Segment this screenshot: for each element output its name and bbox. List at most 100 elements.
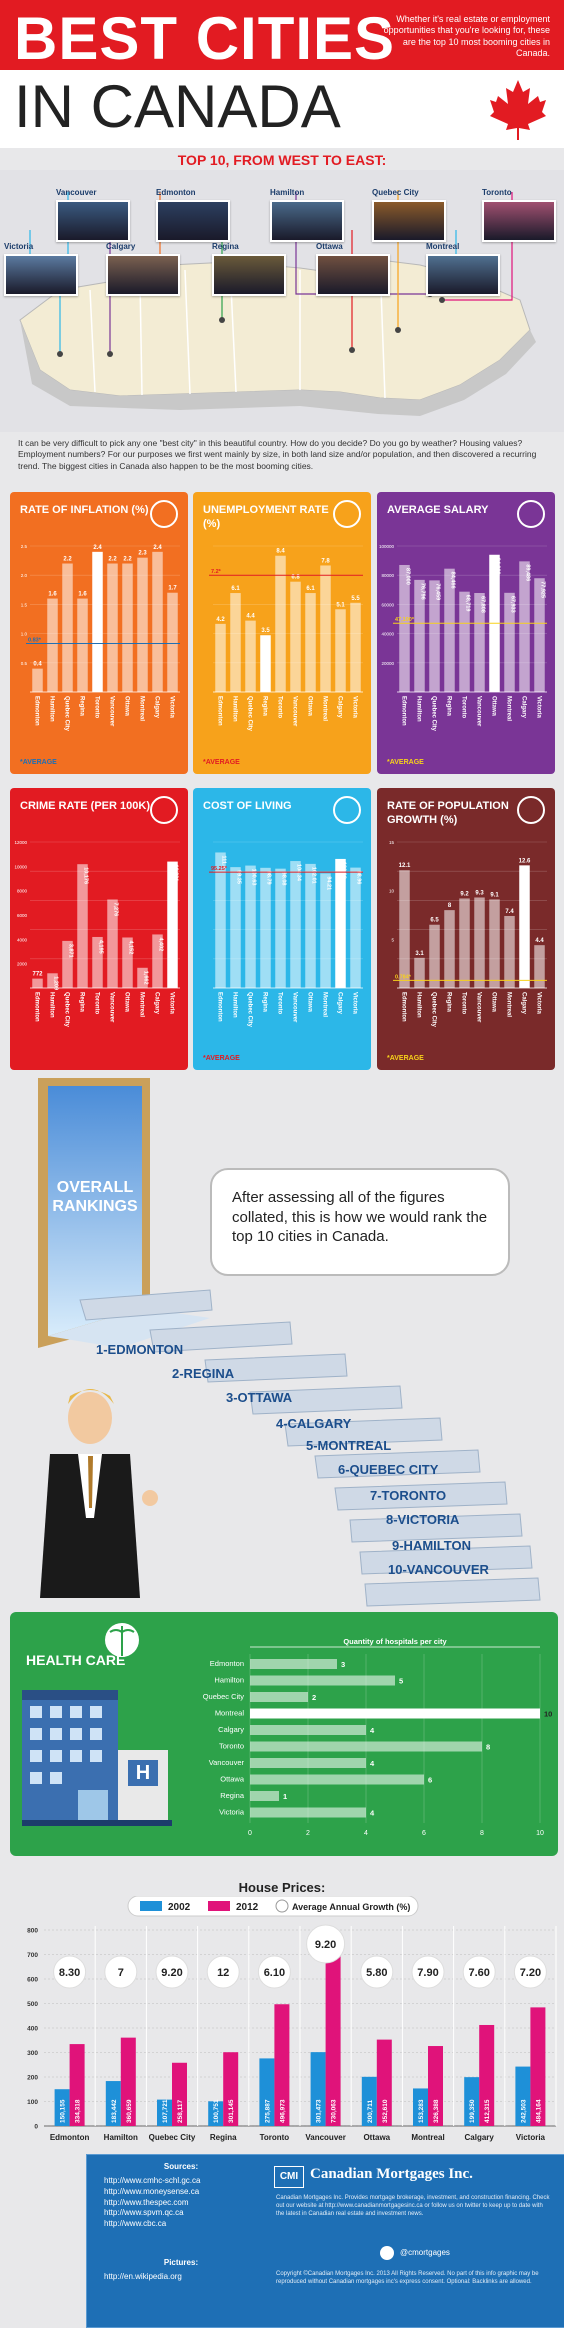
bar-value-label: 242,503 [520,2099,527,2123]
bar-value-label: 4 [370,1726,375,1735]
bar [215,623,226,692]
growth-bubble [462,1955,496,1989]
source-link[interactable]: http://www.moneysense.ca [104,2186,200,2196]
growth-value-label: 9.20 [315,1939,336,1951]
category-label: Vancouver [476,992,482,1023]
category-label: Calgary [218,1725,244,1734]
category-label: Vancouver [305,2133,345,2142]
twitter-icon[interactable] [380,2246,394,2260]
rank-item: 8-VICTORIA [386,1512,460,1527]
bar [107,899,118,988]
bar [399,564,410,692]
y-tick-label: 2000 [17,962,28,967]
bar-value-label: 7.4 [505,909,514,915]
y-tick-label: 300 [27,2050,38,2057]
category-label: Vancouver [476,696,482,727]
bar-value-label: 772 [32,972,43,978]
bar [444,910,455,988]
bar [230,867,241,988]
growth-bubble [411,1955,445,1989]
category-label: Edmonton [217,992,223,1022]
hospitals-chart: Quantity of hospitals per city 0 2 4 6 8 10 Edm… [203,1637,553,1837]
bar [489,899,500,988]
y-tick-label: 700 [27,1952,38,1959]
bar-value-label: 153,283 [418,2099,425,2123]
source-link[interactable]: http://www.spvm.qc.ca [104,2208,184,2218]
bar [32,978,43,988]
bar-value-label: 1.7 [168,586,177,592]
category-label: Quebec City [64,992,70,1028]
bar-value-label: 98.08 [281,872,287,886]
chart-title: COST OF LIVING [203,800,292,812]
rank-item: 6-QUEBEC CITY [338,1462,439,1477]
category-label: Regina [262,992,268,1013]
average-footnote: *AVERAGE [387,759,424,766]
bar-value-label: 496,973 [279,2099,286,2123]
bar-value-label: 301,145 [228,2099,235,2123]
bar-value-label: 2.2 [108,557,117,563]
bar [215,852,226,988]
bar-value-label: 2.4 [93,545,102,551]
category-label: Calgary [337,992,343,1015]
source-link[interactable]: http://www.thespec.com [104,2197,189,2207]
bar-value-label: 360,659 [126,2099,133,2123]
bar [335,858,346,988]
bar-value-label: 730,063 [331,2099,338,2123]
bar [250,1741,482,1752]
bar-value-label: 2 [312,1693,316,1702]
bar-2002 [413,2088,428,2126]
bar [250,1807,366,1818]
bar [320,873,331,988]
category-label: Edmonton [34,992,40,1022]
bar-2002 [310,2052,326,2126]
bar-value-label: 1.6 [48,592,57,598]
bar-2012 [172,2062,187,2126]
source-link[interactable]: http://www.cbc.ca [104,2219,167,2229]
growth-value-label: 7.60 [468,1967,489,1979]
category-label: Edmonton [50,2133,90,2142]
hospitals-chart-title: Quantity of hospitals per city [343,1637,447,1646]
header: BEST CITIES IN CANADA Whether it's real … [0,0,564,148]
category-label: Quebec City [149,2133,196,2142]
average-footnote: *AVERAGE [203,1055,240,1062]
house-prices-chart: 2002 2012 Average Annual Growth (%) 0 100 200… [27,1896,557,2142]
bar-value-label: 8 [486,1743,490,1752]
bar [250,1774,424,1785]
bar-value-label: 9.3 [475,890,484,896]
bar-value-label: 7.8 [321,558,330,564]
legend-label: Average Annual Growth (%) [292,1902,410,1912]
category-label: Regina [446,696,452,717]
bar-value-label: 4 [370,1759,375,1768]
bar [534,945,545,988]
bar-value-label: 1,662 [143,971,149,985]
bar-value-label: 10,176 [83,867,89,884]
caduceus-icon [105,1623,139,1657]
map-city-label: Victoria [4,242,34,251]
bar-value-label: 2.2 [123,557,132,563]
y-tick-label: 2.0 [21,573,28,578]
pictures-link[interactable]: http://en.wikipedia.org [104,2272,182,2281]
chart-icon [333,500,361,528]
category-label: Regina [262,696,268,717]
bar-value-label: 6.8 [291,575,300,581]
bar-value-label: 68,719 [465,595,471,612]
intro-paragraph: It can be very difficult to pick any one… [18,438,537,471]
category-label: Montreal [322,696,328,721]
bar-value-label: 150,155 [60,2099,67,2123]
category-label: Edmonton [34,696,40,726]
twitter-handle[interactable]: @cmortgages [400,2248,450,2257]
bar-value-label: 111.4 [221,855,227,869]
bar-value-label: 0.4 [33,662,42,668]
category-label: Regina [446,992,452,1013]
category-label: Regina [210,2133,237,2142]
bar-value-label: 67,933 [510,596,516,613]
chart-title: RATE OF POPULATION GROWTH (%) [387,800,509,826]
bar [305,593,316,692]
chart-icon [517,500,545,528]
bar [305,863,316,988]
y-tick-label: 100000 [379,544,395,549]
bar-2012 [428,2046,443,2126]
bar [107,563,118,692]
bar-value-label: 7,276 [113,902,119,916]
source-link[interactable]: http://www.cmhc-schl.gc.ca [104,2176,201,2185]
